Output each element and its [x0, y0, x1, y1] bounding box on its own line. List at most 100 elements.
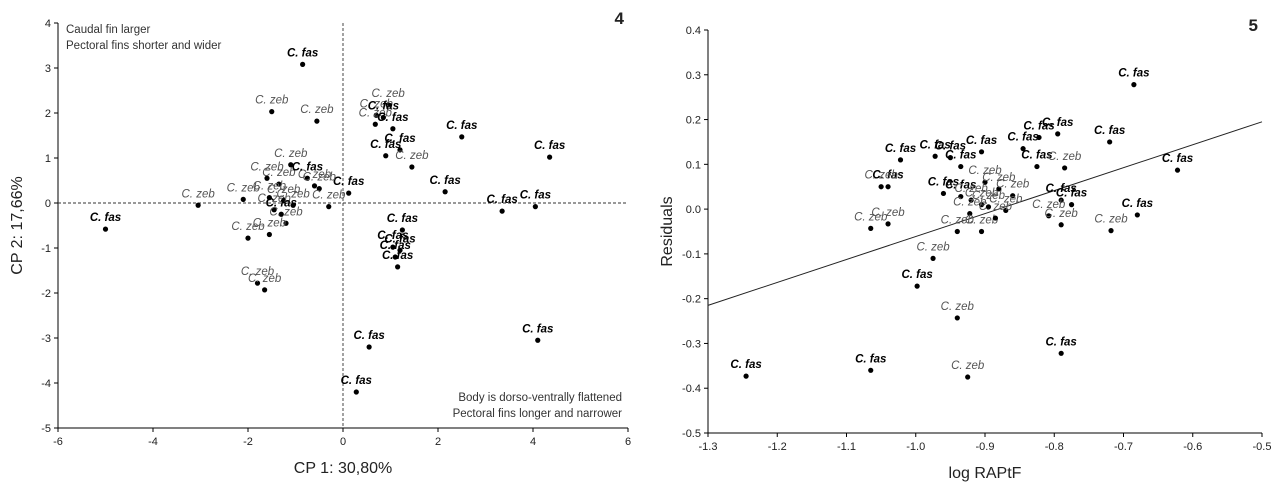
data-point-label: C. fas — [855, 353, 886, 365]
y-tick-label: -0.4 — [682, 383, 701, 395]
data-point-label: C. fas — [1007, 132, 1038, 144]
data-point-label: C. fas — [919, 139, 950, 151]
data-point-label: C. zeb — [871, 207, 905, 219]
data-point-label: C. fas — [377, 112, 408, 124]
data-point — [1020, 146, 1026, 152]
data-point-label: C. fas — [522, 323, 553, 335]
data-point — [868, 225, 874, 231]
data-point — [316, 186, 322, 192]
data-point — [395, 264, 401, 270]
data-point-label: C. fas — [90, 212, 121, 224]
y-tick-label: 2 — [45, 108, 51, 120]
y-tick-label: 0.3 — [686, 70, 701, 82]
data-point-label: C. fas — [730, 359, 761, 371]
data-point-label: C. zeb — [372, 88, 406, 100]
x-tick-label: -1.2 — [768, 441, 787, 453]
data-point-label: C. zeb — [979, 201, 1013, 213]
panel-label: 5 — [1249, 16, 1258, 35]
data-point-label: C. zeb — [241, 266, 275, 278]
data-point — [968, 197, 974, 203]
data-point-label: C. fas — [928, 176, 959, 188]
data-point-label: C. fas — [1162, 153, 1193, 165]
x-tick-label: -6 — [53, 436, 63, 448]
data-point — [399, 227, 405, 233]
data-point-label: C. zeb — [360, 98, 394, 110]
data-point — [499, 208, 505, 214]
data-point-label: C. zeb — [269, 206, 303, 218]
data-point — [947, 155, 953, 161]
data-point-label: C. fas — [333, 176, 364, 188]
data-point-label: C. zeb — [953, 197, 987, 209]
data-point-label: C. fas — [292, 161, 323, 173]
data-point — [102, 226, 109, 232]
data-point — [978, 149, 985, 155]
annotation-top-left: Pectoral fins shorter and wider — [66, 40, 221, 52]
data-point — [958, 193, 964, 200]
y-tick-label: 0.0 — [686, 204, 701, 216]
data-point-label: C. zeb — [951, 360, 985, 372]
data-point — [459, 134, 465, 140]
data-point-label: C. zeb — [277, 188, 311, 200]
data-point-label: C. zeb — [982, 172, 1016, 184]
data-point-label: C. fas — [1094, 125, 1125, 137]
y-tick-label: -0.2 — [682, 294, 701, 306]
data-point-label: C. zeb — [255, 95, 289, 107]
data-point-label: C. fas — [1122, 198, 1153, 210]
y-tick-label: -2 — [41, 288, 51, 300]
data-point-label: C. zeb — [227, 182, 261, 194]
data-point-label: C. fas — [935, 141, 966, 153]
y-tick-label: 0.4 — [686, 25, 701, 37]
data-point — [1003, 207, 1009, 214]
data-point-label: C. zeb — [312, 190, 346, 202]
data-point — [1010, 193, 1016, 199]
annotation-top-left: Caudal fin larger — [66, 24, 151, 36]
data-point — [276, 181, 282, 187]
y-axis-label: Residuals — [659, 196, 676, 266]
panel-label: 4 — [615, 9, 625, 28]
y-tick-label: -0.5 — [682, 428, 701, 440]
data-point — [868, 367, 874, 373]
data-point-label: C. fas — [429, 175, 460, 187]
data-point — [283, 220, 289, 226]
data-point-label: C. fas — [382, 250, 413, 262]
data-point-label: C. fas — [1042, 117, 1073, 129]
data-point — [269, 109, 275, 115]
data-point — [290, 202, 296, 208]
data-point-label: C. fas — [368, 101, 399, 113]
y-tick-label: -3 — [41, 333, 51, 345]
x-tick-label: -0.6 — [1183, 441, 1202, 453]
annotation-bottom-right: Body is dorso-ventrally flattened — [458, 392, 622, 404]
data-point-label: C. zeb — [916, 241, 950, 253]
regression-line — [707, 121, 1263, 306]
x-tick-label: -0.9 — [976, 441, 995, 453]
data-point — [1055, 131, 1061, 137]
data-point — [878, 184, 884, 190]
data-point — [373, 112, 379, 118]
x-axis-label: CP 1: 30,80% — [294, 460, 392, 477]
data-point-label: C. zeb — [1094, 214, 1128, 226]
data-point — [897, 157, 904, 163]
x-tick-label: -0.8 — [1045, 441, 1064, 453]
data-point — [1058, 197, 1064, 203]
y-tick-label: 3 — [45, 63, 51, 75]
data-point-label: C. fas — [384, 133, 415, 145]
data-point — [743, 373, 749, 379]
data-point — [940, 190, 947, 197]
data-point-label: C. fas — [287, 47, 318, 59]
data-point — [1062, 165, 1068, 171]
data-point — [992, 215, 998, 221]
data-point — [954, 315, 960, 321]
data-point-label: C. fas — [872, 170, 903, 182]
data-point — [1046, 213, 1052, 219]
x-tick-label: -1.3 — [699, 441, 718, 453]
data-point-label: C. fas — [377, 230, 408, 242]
data-point-label: C. zeb — [1032, 199, 1066, 211]
data-point-label: C. zeb — [258, 193, 292, 205]
data-point — [240, 196, 246, 202]
data-point — [281, 198, 287, 204]
data-point — [978, 228, 985, 235]
data-point — [967, 210, 973, 217]
data-point — [409, 164, 415, 170]
data-point — [1131, 82, 1137, 88]
data-point — [958, 163, 964, 170]
